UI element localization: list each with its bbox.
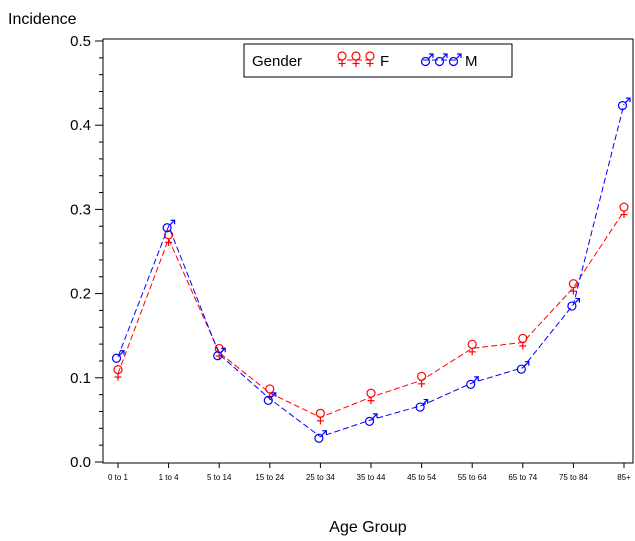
male-marker <box>111 350 125 363</box>
male-marker <box>567 297 581 311</box>
y-axis: 0.0 0.1 0.2 0.3 0.4 0.5 <box>70 33 103 471</box>
female-marker <box>568 279 579 295</box>
y-tick-label: 0.0 <box>70 454 91 471</box>
female-marker <box>366 388 376 405</box>
y-tick-label: 0.2 <box>70 286 91 303</box>
female-marker <box>619 202 629 219</box>
x-tick-label: 55 to 64 <box>458 473 487 482</box>
female-marker <box>467 339 477 356</box>
y-tick-label: 0.4 <box>70 117 91 134</box>
male-marker <box>448 53 462 67</box>
x-tick-label: 0 to 1 <box>108 473 129 482</box>
x-tick-label: 45 to 54 <box>407 473 436 482</box>
x-tick-label: 65 to 74 <box>508 473 537 482</box>
female-marker <box>113 364 123 381</box>
plot-frame <box>102 38 634 464</box>
legend-box <box>243 43 513 78</box>
series-line <box>117 210 625 418</box>
legend-entry-F: F <box>337 51 389 70</box>
female-marker <box>417 371 427 388</box>
male-marker <box>213 347 226 361</box>
x-axis: 0 to 1 1 to 4 5 to 14 15 to 24 25 to 34 35 to… <box>108 463 631 482</box>
x-tick-label: 85+ <box>617 473 631 482</box>
y-tick-label: 0.1 <box>70 370 91 387</box>
x-tick-label: 15 to 24 <box>255 473 284 482</box>
legend-title: Gender <box>252 53 302 70</box>
female-marker <box>337 51 347 67</box>
female-marker <box>365 51 375 67</box>
female-marker <box>518 333 528 350</box>
male-marker <box>263 392 277 405</box>
x-tick-label: 35 to 44 <box>357 473 386 482</box>
legend-label: F <box>380 53 389 70</box>
x-tick-label: 25 to 34 <box>306 473 335 482</box>
male-marker <box>617 97 631 111</box>
male-marker <box>466 376 479 389</box>
male-marker <box>415 398 429 412</box>
female-marker <box>351 51 361 67</box>
female-marker <box>315 408 325 425</box>
male-marker <box>516 361 530 374</box>
x-axis-label: Age Group <box>329 519 406 536</box>
male-marker <box>364 413 378 426</box>
male-marker <box>434 53 448 67</box>
y-axis-label: Incidence <box>8 11 77 28</box>
series-F <box>113 202 629 425</box>
female-marker <box>164 230 174 246</box>
y-tick-label: 0.5 <box>70 33 91 50</box>
x-tick-label: 75 to 84 <box>559 473 588 482</box>
legend-entry-M: M <box>420 53 478 70</box>
male-marker <box>314 430 327 443</box>
x-tick-label: 5 to 14 <box>207 473 232 482</box>
x-tick-label: 1 to 4 <box>159 473 180 482</box>
series-line <box>117 104 625 438</box>
legend-label: M <box>465 53 478 70</box>
series-M <box>111 97 631 443</box>
y-tick-label: 0.3 <box>70 201 91 218</box>
male-marker <box>162 219 176 233</box>
male-marker <box>420 53 434 67</box>
series-layer <box>111 97 631 443</box>
